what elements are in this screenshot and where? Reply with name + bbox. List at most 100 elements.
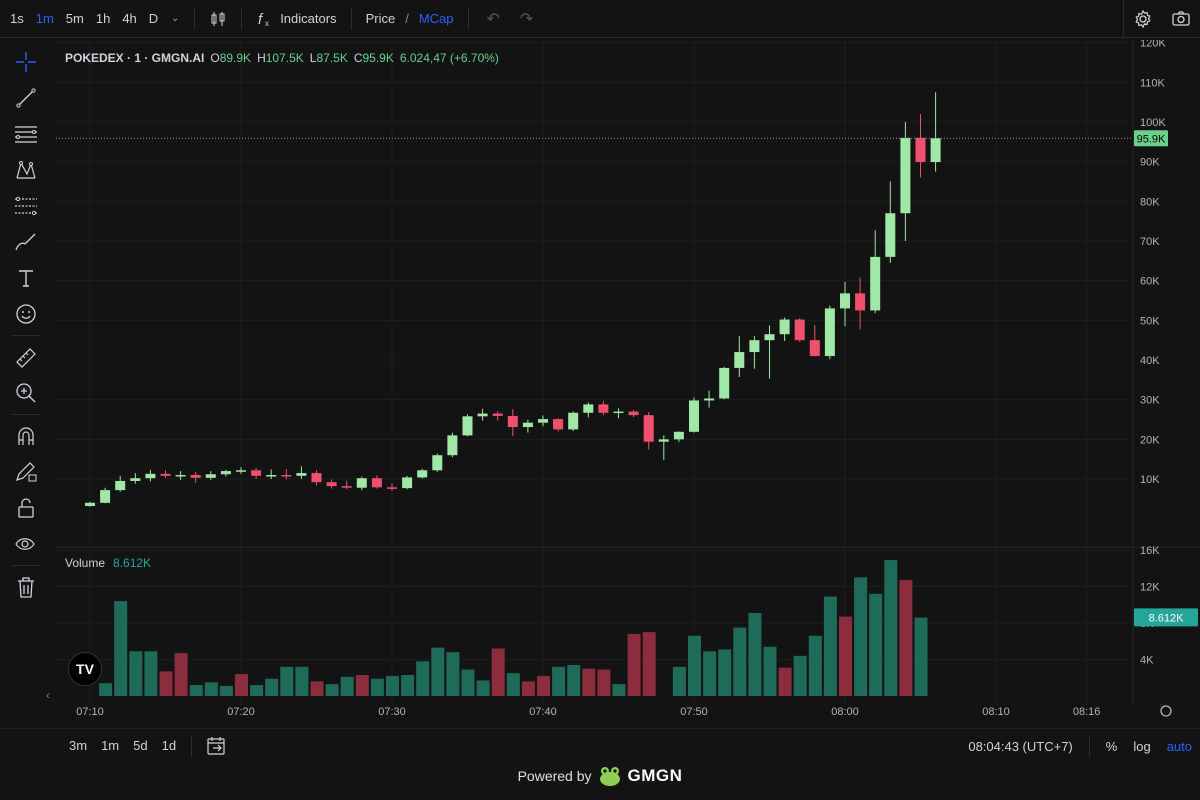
pattern-tool[interactable] (0, 152, 52, 188)
volume-bar (129, 651, 143, 696)
candle-body (85, 502, 95, 506)
candle-body (613, 411, 624, 414)
divider (194, 7, 196, 30)
goto-date-button[interactable] (200, 727, 234, 765)
volume-label[interactable]: Volume (65, 556, 106, 570)
trend-line-tool[interactable] (0, 80, 52, 116)
chart-area[interactable]: 10K 20K 30K 40K 50K 60K 70K 80K 90K 100K 110K 120K 4… (56, 38, 1200, 725)
candle-body (794, 319, 805, 341)
indicators-label: Indicators (280, 11, 337, 26)
range-3m[interactable]: 3m (69, 738, 88, 753)
volume-bar (869, 593, 883, 696)
chart-type-button[interactable] (203, 0, 233, 38)
screenshot-button[interactable] (1162, 0, 1200, 38)
ruler-icon (16, 348, 36, 368)
timeframe-5m[interactable]: 5m (65, 10, 84, 26)
range-5d[interactable]: 5d (133, 738, 148, 753)
log-toggle[interactable]: log (1133, 738, 1151, 754)
candlestick-chart[interactable]: 10K 20K 30K 40K 50K 60K 70K 80K 90K 100K 110K 120K 4… (56, 38, 1200, 725)
volume-bar (310, 681, 324, 696)
timeframe-1h[interactable]: 1h (95, 10, 111, 26)
unlock-icon (18, 498, 34, 518)
timeframe-D[interactable]: D (148, 10, 159, 26)
candle-body (417, 470, 428, 478)
clock-time[interactable]: 08:04:43 (UTC+7) (968, 738, 1073, 754)
magnet-tool[interactable] (0, 418, 52, 454)
lock-tool[interactable] (0, 490, 52, 526)
brush-tool[interactable] (0, 224, 52, 260)
timeframe-1m[interactable]: 1m (35, 10, 54, 26)
horizontal-lines-tool[interactable] (0, 116, 52, 152)
candle-body (477, 413, 488, 417)
volume-bar (325, 684, 339, 696)
price-tick-label: 70K (1140, 236, 1160, 248)
volume-bar (552, 666, 566, 696)
volume-bar (748, 612, 762, 696)
candle-body (341, 486, 352, 488)
zoom-tool[interactable] (0, 375, 52, 411)
scroll-left-icon[interactable]: ‹ (46, 690, 50, 702)
chevron-down-icon[interactable]: ⌄ (170, 13, 180, 24)
crosshair-tool[interactable] (0, 44, 52, 80)
fib-tool[interactable] (0, 188, 52, 224)
emoji-tool[interactable] (0, 296, 52, 332)
timeframe-1s[interactable]: 1s (10, 10, 24, 26)
volume-bar (567, 664, 581, 696)
axis-settings-icon[interactable] (1160, 705, 1172, 717)
ruler-tool[interactable] (0, 339, 52, 375)
price-mcap-toggle[interactable]: Price / MCap (360, 0, 460, 38)
volume-bar (839, 616, 852, 696)
last-price-label: 95.9K (1137, 133, 1166, 145)
volume-bar (189, 685, 203, 696)
tradingview-logo[interactable]: TV (68, 652, 102, 686)
candle-body (492, 413, 503, 416)
volume-bar (476, 680, 490, 696)
mcap-label[interactable]: MCap (418, 11, 454, 26)
volume-bar (793, 655, 807, 696)
high-key: H (257, 51, 266, 65)
volume-bar (174, 653, 188, 696)
lock-drawing-tool[interactable] (0, 454, 52, 490)
volume-bar (612, 684, 626, 696)
percent-toggle[interactable]: % (1105, 738, 1118, 754)
candle-body (885, 213, 896, 257)
close-value: 95.9K (362, 51, 394, 65)
candle-body (522, 422, 533, 428)
brand-name[interactable]: GMGN (627, 766, 683, 785)
redo-icon[interactable]: ↷ (519, 10, 534, 28)
divider (350, 7, 352, 30)
candle-body (643, 415, 654, 442)
volume-bar (899, 580, 913, 696)
gmgn-frog-icon (599, 767, 620, 786)
candle-body (130, 478, 141, 481)
pattern-icon (16, 161, 36, 179)
candle-body (190, 475, 201, 478)
candle-body (538, 419, 548, 423)
candle-body (387, 487, 397, 489)
text-tool[interactable] (0, 260, 52, 296)
range-1d[interactable]: 1d (161, 738, 177, 753)
delete-tool[interactable] (0, 569, 52, 605)
price-label[interactable]: Price (365, 11, 396, 26)
range-1m[interactable]: 1m (101, 738, 120, 753)
visibility-tool[interactable] (0, 526, 52, 562)
candle-body (583, 404, 594, 413)
candle-body (145, 473, 156, 479)
settings-button[interactable] (1124, 0, 1162, 38)
candle-body (870, 256, 881, 311)
timeframe-4h[interactable]: 4h (122, 10, 137, 26)
range-list: 3m 1m 5d 1d (62, 738, 183, 753)
svg-text:f: f (258, 11, 264, 28)
volume-bar (265, 678, 279, 696)
volume-bar (688, 635, 701, 696)
magnet-icon (18, 427, 34, 445)
undo-icon[interactable]: ↶ (486, 10, 500, 28)
volume-bar (672, 666, 686, 696)
price-tick-label: 40K (1140, 355, 1160, 367)
time-tick-label: 08:10 (982, 706, 1010, 718)
volume-bar (250, 685, 264, 696)
auto-toggle[interactable]: auto (1166, 738, 1192, 754)
symbol-title[interactable]: POKEDEX · 1 · GMGN.AI (65, 51, 205, 65)
